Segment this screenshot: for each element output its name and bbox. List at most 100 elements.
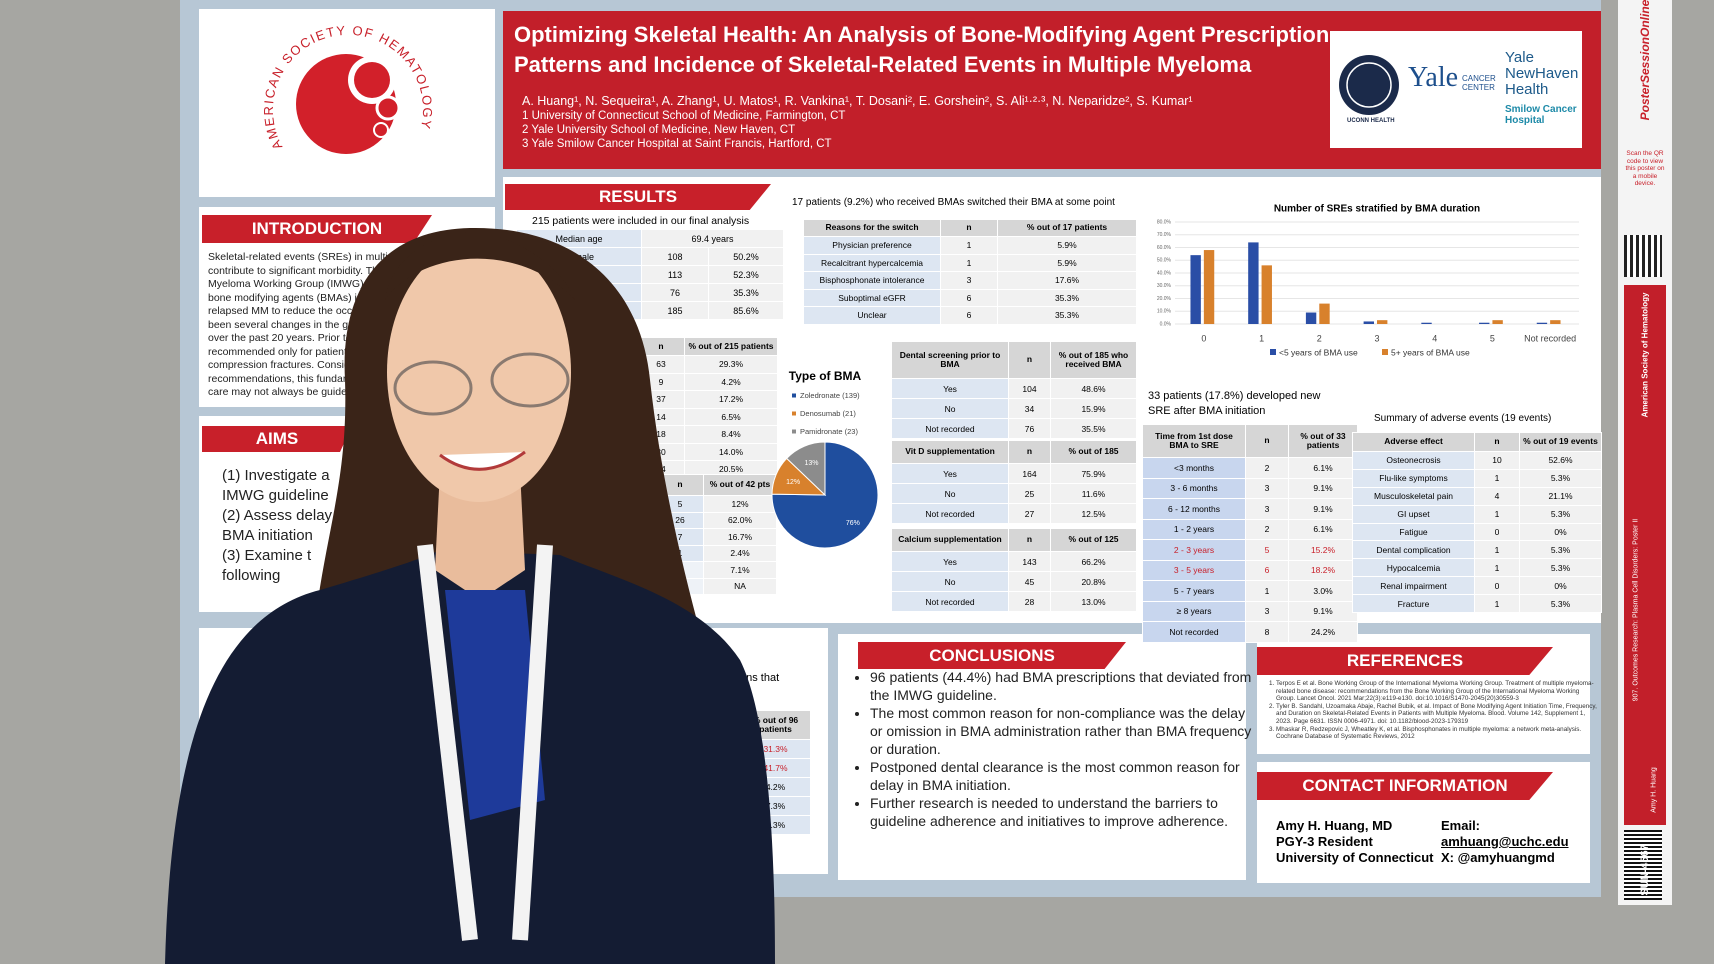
section-banner: CONCLUSIONS	[858, 642, 1126, 669]
slice-label: 13%	[804, 460, 818, 467]
y-tick-label: 10.0%	[1157, 309, 1172, 315]
table-cell: 11.6%	[1050, 483, 1137, 504]
legend-label: <5 years of BMA use	[1279, 347, 1358, 357]
table-cell: 2	[1245, 518, 1289, 540]
lanyard	[512, 544, 553, 941]
legend-swatch	[792, 393, 796, 398]
aims-line: (1) Investigate a	[222, 467, 330, 484]
table-cell: 76	[1008, 418, 1051, 439]
bar	[1305, 312, 1317, 324]
table-header-cell: Dental screening prior to BMA	[891, 341, 1009, 379]
logo-cell	[375, 95, 401, 121]
table-cell: 28	[1008, 591, 1051, 612]
data-table: Vit D supplementation n% out of 185 Yes 164…	[891, 440, 1137, 524]
table-cell: 185	[641, 301, 709, 320]
table-cell: 10	[1474, 451, 1520, 470]
section-banner: INTRODUCTION	[202, 215, 432, 243]
uconn-seal-ring	[1346, 62, 1392, 108]
barcode	[1624, 830, 1662, 900]
table-header-cell: n	[656, 474, 704, 496]
x-tick-label: 0	[1201, 333, 1206, 343]
bar	[1319, 303, 1330, 324]
table-cell: 0%	[1519, 576, 1602, 596]
table-cell: 3	[1245, 600, 1289, 622]
table-cell: 69.4 years	[641, 229, 784, 248]
table-cell: 24.2%	[1288, 621, 1358, 643]
section-banner: REFERENCES	[1257, 647, 1553, 675]
intro-line: relapsed MM to reduce the occu	[208, 305, 358, 317]
table-cell: 20.5%	[684, 460, 778, 479]
smilow-logo: Smilow Cancer Hospital	[1505, 104, 1577, 126]
lanyard	[417, 544, 478, 941]
table-cell: 15.2%	[1288, 539, 1358, 561]
table-header-cell: n	[1008, 440, 1051, 464]
fringe	[385, 231, 575, 300]
conclusions-panel	[838, 634, 1246, 880]
table-cell: 6	[940, 288, 998, 307]
table-header-cell: % out of 17 patients	[997, 219, 1137, 237]
table-cell: Renal impairment	[1352, 576, 1475, 596]
poster-title: Patterns and Incidence of Skeletal-Relat…	[514, 52, 1252, 77]
contact-email-label: Email:	[1441, 818, 1481, 833]
table-cell: 35.3%	[997, 306, 1137, 325]
affiliation: 1 University of Connecticut School of Me…	[522, 110, 846, 122]
x-tick-label: 2	[1317, 333, 1322, 343]
table-header-cell: Time from 1st dose BMA to SRE	[1142, 424, 1246, 458]
table-cell: Physician preference	[803, 236, 941, 255]
table-cell: Yes	[891, 551, 1009, 572]
caption: SRE after BMA initiation	[1148, 405, 1266, 417]
table-cell: 6.1%	[1288, 457, 1358, 479]
legend-swatch	[792, 411, 796, 416]
y-tick-label: 80.0%	[1157, 219, 1172, 225]
legend-swatch	[1382, 349, 1388, 355]
table-cell: Flu-like symptoms	[1352, 468, 1475, 488]
uconn-seal	[1339, 55, 1399, 115]
table-cell: 1 - 2 years	[1142, 518, 1246, 540]
table-cell: 5	[1245, 539, 1289, 561]
references-list: Terpos E et al. Bone Working Group of th…	[1262, 680, 1598, 741]
intro-line: contribute to significant morbidity. Th	[208, 264, 379, 277]
legend-label: Zoledronate (139)	[800, 391, 860, 400]
reference: Terpos E et al. Bone Working Group of th…	[1276, 680, 1598, 703]
table-cell: 85.6%	[708, 301, 784, 320]
table-cell: 66.2%	[1050, 551, 1137, 572]
logo-cell	[373, 122, 389, 138]
table-cell: 164	[1008, 463, 1051, 484]
aims-line: (3) Examine t	[222, 547, 312, 564]
table-cell: 3	[940, 271, 998, 290]
table-cell: Osteonecrosis	[1352, 451, 1475, 470]
bar	[1190, 255, 1201, 324]
bar	[1248, 242, 1259, 324]
table-cell: Fracture	[1352, 594, 1475, 614]
bar	[1492, 320, 1503, 324]
table-header-cell: n	[637, 337, 685, 356]
table-header-cell: Reasons for the switch	[803, 219, 941, 237]
qr-code	[1624, 235, 1662, 277]
reference: Mhaskar R, Redzepovic J, Wheatley K, et …	[1276, 726, 1598, 741]
conclusions-list: 96 patients (44.4%) had BMA prescription…	[848, 668, 1260, 830]
table-header-cell: n	[1245, 424, 1289, 458]
aims-line: IMWG guideline	[222, 487, 329, 504]
y-tick-label: 50.0%	[1157, 258, 1172, 264]
table-cell: Not recorded	[891, 418, 1009, 439]
table-cell: 5.3%	[1519, 594, 1602, 614]
table-cell: 21.1%	[1519, 486, 1602, 506]
bar	[1421, 322, 1432, 324]
intro-line: been several changes in the guid	[208, 318, 363, 331]
x-tick-label: 1	[1259, 333, 1264, 343]
y-tick-label: 60.0%	[1157, 245, 1172, 251]
aims-line: (2) Assess delay	[222, 507, 333, 524]
table-header-cell: n	[1008, 528, 1051, 552]
table-header-cell: % out of 125	[1050, 528, 1137, 552]
chart-title: Type of BMA	[789, 369, 862, 383]
y-tick-label: 40.0%	[1157, 270, 1172, 276]
blouse	[445, 590, 545, 820]
table-cell: 1	[1474, 468, 1520, 488]
legend-label: 5+ years of BMA use	[1391, 347, 1470, 357]
table-header-cell: % out of 185 who received BMA	[1050, 341, 1137, 379]
aims-line: following	[222, 567, 281, 584]
table-cell: 143	[1008, 551, 1051, 572]
bar	[1261, 265, 1272, 324]
affiliation: 3 Yale Smilow Cancer Hospital at Saint F…	[522, 138, 832, 150]
table-cell: 48.6%	[1050, 378, 1137, 399]
